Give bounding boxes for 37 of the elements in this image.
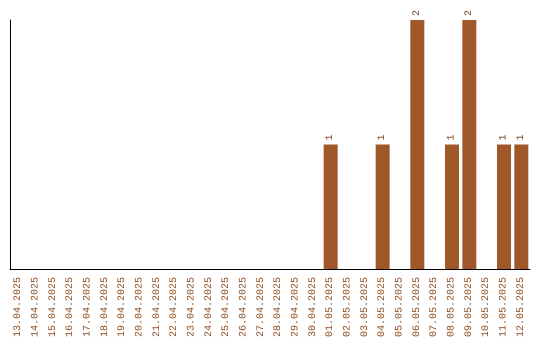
x-tick-label: 25.04.2025	[221, 276, 232, 338]
x-tick-label: 30.04.2025	[308, 276, 319, 338]
x-tick-label: 24.04.2025	[204, 276, 215, 338]
x-tick-label: 01.05.2025	[325, 276, 336, 338]
data-label: 1	[516, 134, 527, 140]
x-tick-label: 08.05.2025	[446, 276, 458, 338]
x-tick-label: 17.04.2025	[82, 276, 94, 338]
data-label: 1	[377, 134, 388, 140]
x-tick-label: 28.04.2025	[273, 276, 284, 338]
x-tick-label: 07.05.2025	[429, 276, 440, 338]
data-label: 2	[412, 10, 423, 16]
x-tick-label: 23.04.2025	[186, 276, 198, 338]
x-tick-label: 19.04.2025	[117, 276, 128, 338]
x-tick-label: 02.05.2025	[342, 276, 354, 338]
x-tick-label: 06.05.2025	[412, 276, 423, 338]
x-tick-label: 15.04.2025	[48, 276, 59, 338]
x-tick-label: 18.04.2025	[100, 276, 111, 338]
x-tick-label: 10.05.2025	[481, 276, 492, 338]
x-tick-label: 05.05.2025	[394, 276, 406, 338]
x-tick-label: 09.05.2025	[464, 276, 475, 338]
data-label: 1	[446, 134, 458, 140]
x-tick-label: 29.04.2025	[290, 276, 302, 338]
x-tick-label: 12.05.2025	[516, 276, 527, 338]
x-tick-label: 03.05.2025	[360, 276, 371, 338]
data-label: 1	[325, 134, 336, 140]
x-tick-label: 20.04.2025	[134, 276, 146, 338]
x-tick-label: 11.05.2025	[498, 276, 510, 338]
x-tick-label: 16.04.2025	[65, 276, 76, 338]
x-tick-label: 13.04.2025	[13, 276, 24, 338]
x-tick-label: 04.05.2025	[377, 276, 388, 338]
x-tick-label: 22.04.2025	[169, 276, 180, 338]
data-label: 1	[498, 134, 510, 140]
x-tick-label: 27.04.2025	[256, 276, 267, 338]
x-tick-label: 14.04.2025	[30, 276, 42, 338]
data-label: 2	[464, 10, 475, 16]
x-tick-label: 26.04.2025	[238, 276, 250, 338]
x-tick-label: 21.04.2025	[152, 276, 163, 338]
